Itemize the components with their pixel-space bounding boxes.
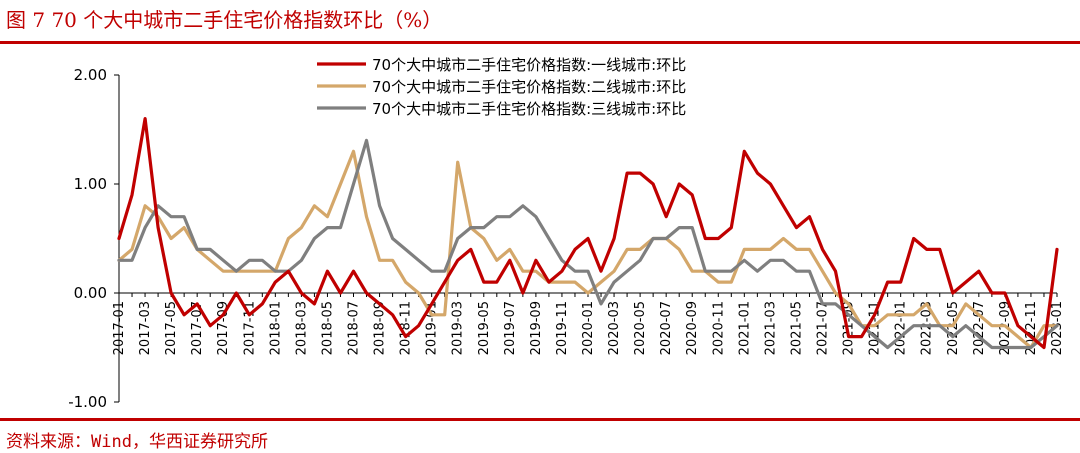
x-tick-label: 2022-03 (920, 301, 935, 355)
x-tick-label: 2017-03 (138, 301, 153, 355)
top-rule (0, 41, 1080, 44)
x-tick-label: 2021-07 (816, 301, 831, 355)
x-tick-label: 2022-01 (894, 301, 909, 355)
legend-label-3: 70个大中城市二手住宅价格指数:三线城市:环比 (372, 100, 686, 118)
x-tick-label: 2020-09 (685, 301, 700, 355)
x-tick-label: 2019-09 (529, 301, 544, 355)
x-tick-label: 2017-07 (190, 301, 205, 355)
legend: 70个大中城市二手住宅价格指数:一线城市:环比 70个大中城市二手住宅价格指数:二… (317, 56, 686, 118)
source-note: 资料来源：Wind，华西证券研究所 (6, 432, 268, 452)
x-tick-label: 2019-07 (503, 301, 518, 355)
x-tick-label: 2018-05 (320, 301, 335, 355)
legend-label-2: 70个大中城市二手住宅价格指数:二线城市:环比 (372, 78, 686, 96)
x-tick-label: 2021-11 (868, 301, 883, 355)
x-tick-label: 2018-01 (268, 301, 283, 355)
x-tick-label: 2021-05 (789, 301, 804, 355)
x-tick-label: 2019-05 (477, 301, 492, 355)
x-tick-label: 2019-11 (555, 301, 570, 355)
x-tick-label: 2021-03 (763, 301, 778, 355)
x-tick-label: 2020-11 (711, 301, 726, 355)
bottom-rule (0, 418, 1080, 421)
x-tick-label: 2020-05 (633, 301, 648, 355)
x-tick-label: 2022-05 (946, 301, 961, 355)
legend-label-1: 70个大中城市二手住宅价格指数:一线城市:环比 (372, 56, 686, 74)
series-line-3 (117, 138, 1059, 350)
series-layer (117, 116, 1059, 350)
x-tick-label: 2017-05 (164, 301, 179, 355)
x-tick-label: 2018-11 (399, 301, 414, 355)
y-axis: 2.00 1.00 0.00 -1.00 (68, 66, 120, 411)
x-tick-label: 2017-09 (216, 301, 231, 355)
y-tick-label: 0.00 (74, 284, 107, 302)
x-tick-label: 2019-03 (451, 301, 466, 355)
y-tick-label: 2.00 (74, 66, 107, 84)
x-tick-label: 2021-01 (737, 301, 752, 355)
x-tick-label: 2018-07 (347, 301, 362, 355)
x-tick-label: 2020-03 (607, 301, 622, 355)
x-tick-label: 2020-01 (581, 301, 596, 355)
x-tick-label: 2017-01 (112, 301, 127, 355)
figure-title: 图 7 70 个大中城市二手住宅价格指数环比（%） (6, 8, 443, 32)
x-tick-label: 2017-11 (242, 301, 257, 355)
y-tick-label: -1.00 (68, 393, 107, 411)
series-line-1 (117, 116, 1059, 350)
x-tick-label: 2020-07 (659, 301, 674, 355)
x-tick-label: 2018-03 (294, 301, 309, 355)
y-tick-label: 1.00 (74, 175, 107, 193)
x-tick-label: 2023-01 (1050, 301, 1065, 355)
x-tick-label: 2018-09 (373, 301, 388, 355)
